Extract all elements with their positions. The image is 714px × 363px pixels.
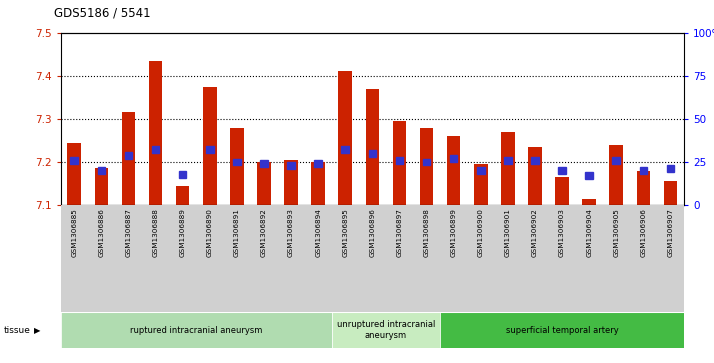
Text: GSM1306891: GSM1306891 [234, 208, 240, 257]
Bar [230, 127, 243, 205]
Bar [531, 157, 539, 164]
Bar [368, 150, 376, 157]
Bar [640, 167, 647, 174]
Bar [71, 157, 78, 164]
Text: GSM1306896: GSM1306896 [369, 208, 376, 257]
Text: unruptured intracranial
aneurysm: unruptured intracranial aneurysm [337, 320, 435, 340]
Bar [206, 146, 213, 153]
Text: GSM1306899: GSM1306899 [451, 208, 457, 257]
Text: GSM1306900: GSM1306900 [478, 208, 484, 257]
Bar [504, 157, 512, 164]
Bar [637, 171, 650, 205]
Text: GSM1306902: GSM1306902 [532, 208, 538, 257]
Bar [332, 312, 440, 348]
Bar [149, 61, 162, 205]
Text: GSM1306885: GSM1306885 [71, 208, 77, 257]
Bar [341, 146, 349, 153]
Bar [667, 166, 674, 172]
Bar [613, 157, 620, 164]
Bar [152, 146, 159, 153]
Bar [178, 171, 186, 178]
Bar [94, 168, 108, 205]
Bar [314, 160, 322, 167]
Text: superficial temporal artery: superficial temporal artery [506, 326, 618, 335]
Bar [585, 172, 593, 179]
Text: GDS5186 / 5541: GDS5186 / 5541 [54, 7, 150, 20]
Bar [311, 162, 325, 205]
Text: GSM1306897: GSM1306897 [396, 208, 403, 257]
Text: ruptured intracranial aneurysm: ruptured intracranial aneurysm [130, 326, 262, 335]
Text: GSM1306905: GSM1306905 [613, 208, 619, 257]
Text: GSM1306892: GSM1306892 [261, 208, 267, 257]
Text: GSM1306889: GSM1306889 [180, 208, 186, 257]
Text: GSM1306901: GSM1306901 [505, 208, 511, 257]
Bar [61, 312, 332, 348]
Bar [423, 159, 431, 166]
Text: GSM1306895: GSM1306895 [342, 208, 348, 257]
Text: GSM1306890: GSM1306890 [207, 208, 213, 257]
Bar [610, 145, 623, 205]
Text: GSM1306886: GSM1306886 [99, 208, 104, 257]
Bar [260, 160, 268, 167]
Bar [257, 162, 271, 205]
Bar [555, 177, 569, 205]
Bar [67, 143, 81, 205]
Bar [558, 167, 566, 174]
Bar [450, 155, 458, 162]
Bar [420, 127, 433, 205]
Bar [125, 152, 132, 159]
Bar [338, 72, 352, 205]
Text: GSM1306906: GSM1306906 [640, 208, 646, 257]
Text: GSM1306894: GSM1306894 [315, 208, 321, 257]
Text: GSM1306898: GSM1306898 [423, 208, 430, 257]
Bar [98, 167, 105, 174]
Bar [440, 312, 684, 348]
Text: ▶: ▶ [34, 326, 41, 335]
Text: GSM1306904: GSM1306904 [586, 208, 592, 257]
Text: GSM1306888: GSM1306888 [153, 208, 159, 257]
Bar [477, 167, 485, 174]
Bar [528, 147, 542, 205]
Text: GSM1306903: GSM1306903 [559, 208, 565, 257]
Bar [447, 136, 461, 205]
Bar [396, 157, 403, 164]
Bar [284, 160, 298, 205]
Bar [664, 182, 678, 205]
Text: GSM1306907: GSM1306907 [668, 208, 673, 257]
Text: GSM1306887: GSM1306887 [126, 208, 131, 257]
Text: tissue: tissue [4, 326, 31, 335]
Bar [176, 186, 189, 205]
Bar [366, 89, 379, 205]
Bar [583, 199, 596, 205]
Bar [121, 113, 135, 205]
Bar [474, 164, 488, 205]
Text: GSM1306893: GSM1306893 [288, 208, 294, 257]
Bar [501, 132, 515, 205]
Bar [393, 121, 406, 205]
Bar [233, 159, 241, 166]
Bar [287, 162, 295, 169]
Bar [203, 86, 216, 205]
